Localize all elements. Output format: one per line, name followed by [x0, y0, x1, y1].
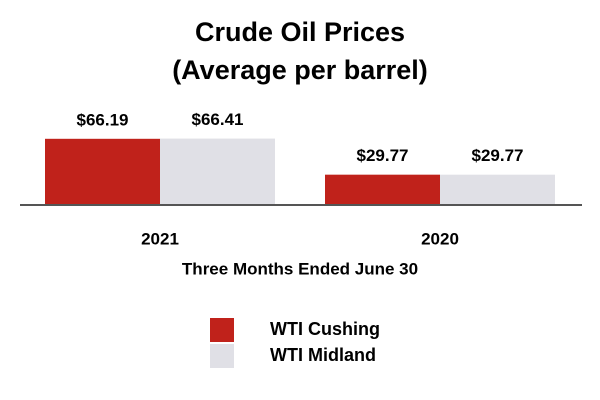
bar [325, 174, 440, 204]
value-label: $66.41 [192, 110, 244, 129]
value-label: $29.77 [357, 146, 409, 165]
bar [440, 174, 555, 204]
legend-label: WTI Midland [270, 345, 376, 365]
legend-swatch [210, 344, 234, 368]
bar [160, 138, 275, 204]
x-axis-label: Three Months Ended June 30 [182, 259, 418, 278]
legend-swatch [210, 318, 234, 342]
value-label: $29.77 [472, 146, 524, 165]
chart-subtitle: (Average per barrel) [172, 55, 428, 85]
x-tick-label: 2021 [141, 229, 179, 248]
bar [45, 138, 160, 204]
x-tick-label: 2020 [421, 229, 459, 248]
value-label: $66.19 [77, 110, 129, 129]
legend-label: WTI Cushing [270, 319, 380, 339]
chart-title: Crude Oil Prices [195, 17, 405, 47]
